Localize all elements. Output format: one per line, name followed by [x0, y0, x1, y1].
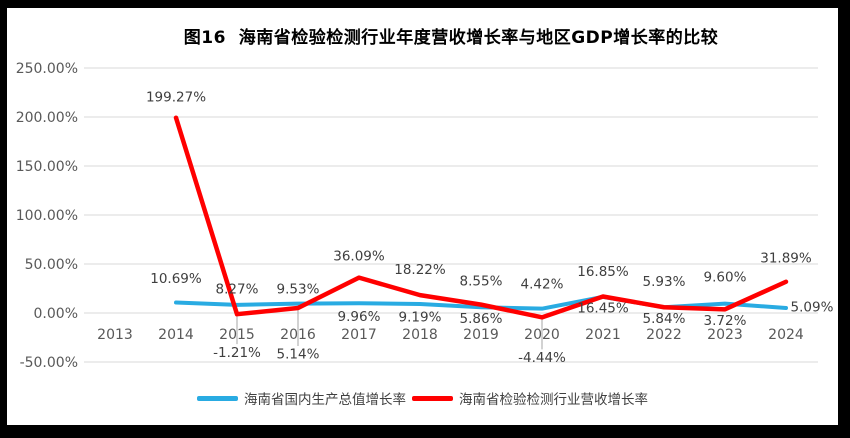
chart-canvas [7, 8, 838, 425]
y-axis-tick-label: 200.00% [16, 110, 78, 126]
data-label: 5.84% [643, 311, 686, 327]
x-axis-tick-label: 2020 [524, 327, 560, 343]
x-axis-tick-label: 2018 [402, 327, 438, 343]
x-axis-tick-label: 2014 [158, 327, 194, 343]
y-axis-tick-label: 250.00% [16, 61, 78, 77]
gdp-line-swatch [197, 395, 238, 401]
x-axis-tick-label: 2021 [585, 327, 621, 343]
x-axis-tick-label: 2022 [646, 327, 682, 343]
data-label: 5.14% [277, 347, 320, 363]
x-axis-tick-label: 2016 [280, 327, 316, 343]
x-axis-tick-label: 2024 [768, 327, 804, 343]
data-label: 10.69% [150, 271, 202, 287]
x-axis-tick-label: 2019 [463, 327, 499, 343]
legend-label-industry: 海南省检验检测行业营收增长率 [459, 392, 648, 408]
chart-title: 图16 海南省检验检测行业年度营收增长率与地区GDP增长率的比较 [183, 28, 719, 48]
data-label: 5.86% [460, 311, 503, 327]
data-label: 3.72% [704, 313, 747, 329]
data-label: 199.27% [146, 89, 206, 105]
data-label: 9.19% [399, 310, 442, 326]
data-label: 8.27% [216, 282, 259, 298]
y-axis-tick-label: -50.00% [20, 355, 78, 371]
industry-revenue-line [173, 115, 789, 320]
data-label: 4.42% [521, 276, 564, 292]
y-axis-tick-label: 50.00% [25, 257, 78, 273]
y-axis-tick-label: 150.00% [16, 159, 78, 175]
x-axis-tick-label: 2013 [97, 327, 133, 343]
x-axis-tick-label: 2017 [341, 327, 377, 343]
x-axis-tick-label: 2015 [219, 327, 255, 343]
legend-item-gdp: 海南省国内生产总值增长率 [197, 388, 406, 408]
data-label: -4.44% [518, 350, 566, 366]
y-axis-tick-label: 100.00% [16, 208, 78, 224]
data-label: 16.85% [577, 264, 629, 280]
y-axis-tick-label: 0.00% [34, 306, 78, 322]
data-label: 5.93% [643, 274, 686, 290]
data-label: 8.55% [460, 273, 503, 289]
data-label: 9.96% [338, 309, 381, 325]
legend: 海南省国内生产总值增长率 海南省检验检测行业营收增长率 [7, 388, 838, 408]
data-label: 36.09% [333, 248, 385, 264]
industry-line-swatch [412, 395, 453, 401]
data-label: 5.09% [791, 300, 834, 316]
legend-item-industry: 海南省检验检测行业营收增长率 [412, 388, 648, 408]
data-label: 31.89% [760, 250, 812, 266]
data-label: 16.45% [577, 301, 629, 317]
data-label: -1.21% [213, 345, 261, 361]
data-label: 9.53% [277, 281, 320, 297]
data-label: 18.22% [394, 262, 446, 278]
data-label: 9.60% [704, 269, 747, 285]
legend-label-gdp: 海南省国内生产总值增长率 [244, 392, 406, 408]
x-axis-tick-label: 2023 [707, 327, 743, 343]
